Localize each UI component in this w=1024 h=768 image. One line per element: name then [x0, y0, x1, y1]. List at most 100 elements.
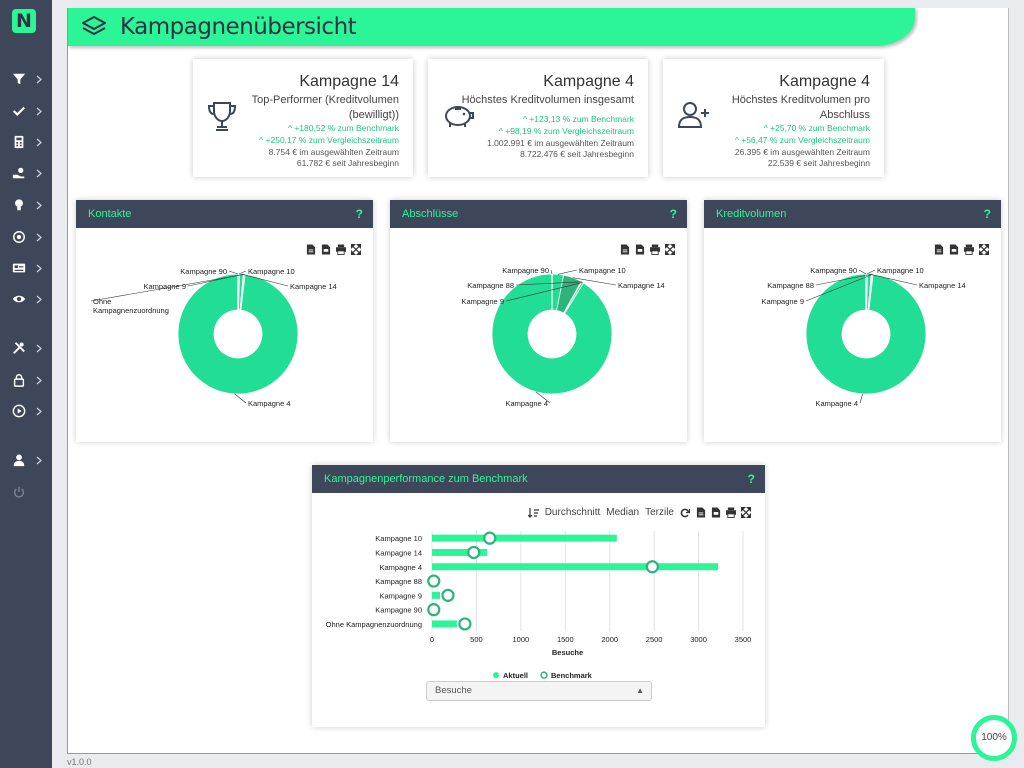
x-tick-label: 3500	[735, 635, 752, 644]
print-icon[interactable]	[964, 244, 974, 255]
csv-export-icon[interactable]	[696, 507, 706, 518]
kpi-title: Kampagne 14	[299, 73, 399, 90]
chevron-right-icon	[34, 104, 44, 118]
legend-aktuell-label[interactable]: Aktuell	[503, 671, 528, 680]
csv-export-icon[interactable]	[934, 244, 944, 255]
sidebar-item-eye[interactable]	[0, 287, 52, 311]
help-icon[interactable]: ?	[983, 207, 991, 221]
sidebar-item-play[interactable]	[0, 399, 52, 423]
csv-export-icon[interactable]	[306, 244, 316, 255]
sidebar-item-filter[interactable]	[0, 67, 52, 91]
sidebar-item-user[interactable]	[0, 448, 52, 472]
panel-title: Kontakte?	[76, 200, 373, 228]
version-label: v1.0.0	[67, 757, 92, 767]
bar-aktuell[interactable]	[432, 548, 488, 556]
kpi-card-highest-volume: Kampagne 4 Höchstes Kreditvolumen insges…	[428, 59, 648, 177]
play-icon	[11, 403, 27, 419]
pdf-export-icon[interactable]	[949, 244, 959, 255]
pie-slice-kampagne-4[interactable]	[491, 273, 613, 395]
metric-select[interactable]: Besuche ▲	[426, 681, 652, 701]
pie-leader-line	[557, 269, 578, 275]
pie-label: Kampagne 9	[761, 297, 804, 306]
kpi-ytd-value: 61.782 € seit Jahresbeginn	[296, 158, 399, 168]
kpi-period-value: 8.754 € im ausgewählten Zeitraum	[268, 147, 399, 157]
pdf-export-icon[interactable]	[321, 244, 331, 255]
benchmark-marker[interactable]	[458, 617, 472, 631]
bar-aktuell[interactable]	[432, 563, 719, 571]
chevron-right-icon	[34, 404, 44, 418]
help-icon[interactable]: ?	[355, 207, 363, 221]
benchmark-marker[interactable]	[467, 545, 481, 560]
pie-label: Kampagne 4	[248, 399, 291, 408]
terzile-button[interactable]: Terzile	[645, 507, 674, 518]
kpi-subtitle: Höchstes Kreditvolumen pro Abschluss	[731, 94, 870, 121]
sidebar-item-power[interactable]	[0, 480, 52, 504]
piggy-bank-icon	[445, 106, 474, 127]
legend-benchmark-label[interactable]: Benchmark	[551, 671, 593, 680]
print-icon[interactable]	[726, 507, 736, 518]
pdf-export-icon[interactable]	[711, 507, 721, 518]
bar-aktuell[interactable]	[432, 620, 457, 628]
select-caret-icon: ▲	[636, 686, 644, 695]
kpi-title: Kampagne 4	[779, 73, 870, 90]
kpi-subtitle: Höchstes Kreditvolumen insgesamt	[461, 94, 634, 106]
pie-slice-kampagne-4[interactable]	[177, 273, 299, 395]
power-icon	[11, 484, 27, 500]
help-icon[interactable]: ?	[669, 207, 677, 221]
panel-kreditvolumen: Kreditvolumen? Kampagne 90 Kampagne 10 Kam…	[704, 200, 1001, 442]
kpi-benchmark: ^ +123,13 % zum Benchmark	[522, 114, 634, 124]
sidebar-item-id-card[interactable]	[0, 256, 52, 280]
csv-export-icon[interactable]	[620, 244, 630, 255]
sidebar-item-calculator[interactable]	[0, 130, 52, 154]
chevron-right-icon	[34, 292, 44, 306]
help-icon[interactable]: ?	[747, 472, 755, 486]
bar-aktuell[interactable]	[432, 534, 617, 542]
sidebar-item-target[interactable]	[0, 225, 52, 249]
benchmark-marker[interactable]	[427, 574, 441, 588]
chart-toolbar	[934, 244, 989, 255]
benchmark-marker[interactable]	[441, 588, 455, 602]
sidebar-item-hand-coins[interactable]	[0, 161, 52, 185]
hand-coins-icon	[11, 165, 27, 181]
id-card-icon	[11, 260, 27, 276]
expand-icon[interactable]	[665, 244, 675, 255]
pie-label: Kampagne 9	[143, 282, 186, 291]
panel-title: Abschlüsse?	[390, 200, 687, 228]
panel-benchmark: Kampagnenperformance zum Benchmark? Durc…	[312, 465, 765, 727]
benchmark-marker[interactable]	[645, 560, 659, 574]
chevron-right-icon	[34, 261, 44, 275]
pie-leader-line	[228, 270, 239, 275]
legend-aktuell-marker	[493, 672, 499, 679]
print-icon[interactable]	[650, 244, 660, 255]
kpi-period-value: 26.395 € im ausgewählten Zeitraum	[734, 147, 870, 157]
benchmark-marker[interactable]	[427, 603, 441, 617]
x-tick-label: 3000	[690, 635, 707, 644]
sort-icon[interactable]	[527, 507, 539, 518]
sidebar-item-lock[interactable]	[0, 368, 52, 392]
expand-icon[interactable]	[351, 244, 361, 255]
median-button[interactable]: Median	[606, 507, 640, 518]
bar-aktuell[interactable]	[432, 591, 440, 599]
sidebar: N	[0, 0, 52, 768]
chevron-right-icon	[34, 135, 44, 149]
panel-kontakte: Kontakte? Kampagne 90 Kampagne 10 Kampagne…	[76, 200, 373, 442]
calculator-icon	[11, 134, 27, 150]
pie-slice-kampagne-4[interactable]	[805, 273, 927, 395]
benchmark-marker[interactable]	[483, 531, 497, 545]
sidebar-item-lightbulb[interactable]	[0, 193, 52, 217]
expand-icon[interactable]	[741, 507, 751, 518]
refresh-icon[interactable]	[680, 508, 690, 518]
durchschnitt-button[interactable]: Durchschnitt	[544, 507, 601, 518]
pie-leader-line	[866, 269, 876, 275]
pie-label: Kampagne 4	[815, 399, 858, 408]
kpi-ytd-value: 8.722.476 € seit Jahresbeginn	[520, 149, 634, 159]
x-tick-label: 500	[470, 635, 483, 644]
pdf-export-icon[interactable]	[635, 244, 645, 255]
print-icon[interactable]	[336, 244, 346, 255]
chart-toolbar	[306, 244, 361, 255]
app-logo[interactable]: N	[12, 9, 36, 33]
sidebar-item-tools[interactable]	[0, 336, 52, 360]
expand-icon[interactable]	[979, 244, 989, 255]
sidebar-item-check[interactable]	[0, 99, 52, 123]
zoom-indicator[interactable]: 100%	[971, 715, 1017, 761]
